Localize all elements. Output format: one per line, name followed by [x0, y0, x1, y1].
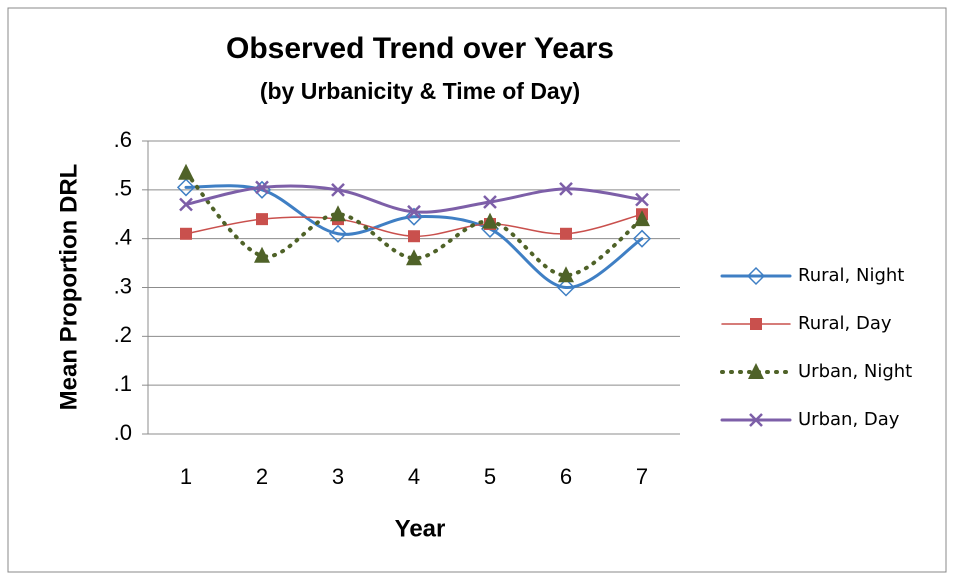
x-tick-label: 2 [256, 464, 268, 489]
y-tick-label: .3 [114, 273, 132, 298]
y-tick-label: .4 [114, 224, 132, 249]
data-point [255, 180, 269, 195]
y-tick-label: .5 [114, 176, 132, 201]
x-tick-label: 4 [408, 464, 420, 489]
data-point [330, 205, 346, 222]
data-point [256, 213, 268, 226]
data-point [559, 181, 573, 196]
y-tick-label: .2 [114, 322, 132, 347]
x-tick-label: 5 [484, 464, 496, 489]
data-point [176, 178, 196, 197]
legend-label: Urban, Day [798, 409, 900, 430]
data-point [180, 227, 192, 240]
y-tick-label: .1 [114, 371, 132, 396]
data-point [407, 204, 421, 219]
x-tick-label: 3 [332, 464, 344, 489]
x-tick-label: 1 [180, 464, 192, 489]
data-point [408, 230, 420, 243]
data-point [560, 227, 572, 240]
data-point [254, 246, 270, 263]
chart-title: Observed Trend over Years [226, 32, 614, 65]
x-tick-label: 6 [560, 464, 572, 489]
data-point [482, 212, 498, 229]
x-tick-label: 7 [636, 464, 648, 489]
data-point [406, 249, 422, 266]
data-point [328, 224, 348, 243]
data-point [404, 207, 424, 226]
x-axis-label: Year [395, 515, 446, 542]
data-point [179, 197, 193, 212]
series-line [184, 184, 644, 290]
y-tick-label: .6 [114, 127, 132, 152]
data-point [178, 163, 194, 180]
legend-label: Rural, Day [798, 313, 892, 334]
legend-marker [749, 413, 763, 427]
chart-frame [7, 7, 947, 573]
data-point [558, 266, 574, 283]
data-point [556, 278, 576, 297]
data-point [635, 192, 649, 207]
legend-marker [748, 363, 764, 379]
data-point [331, 182, 345, 197]
legend-marker [750, 318, 762, 330]
y-axis-label: Mean Proportion DRL [55, 164, 82, 411]
legend-marker [746, 266, 766, 286]
data-point [632, 229, 652, 248]
legend-label: Urban, Night [798, 361, 912, 382]
y-tick-label: .0 [114, 420, 132, 445]
data-point [634, 210, 650, 227]
data-point [483, 195, 497, 209]
chart-subtitle: (by Urbanicity & Time of Day) [260, 78, 580, 104]
legend-label: Rural, Night [798, 265, 904, 286]
